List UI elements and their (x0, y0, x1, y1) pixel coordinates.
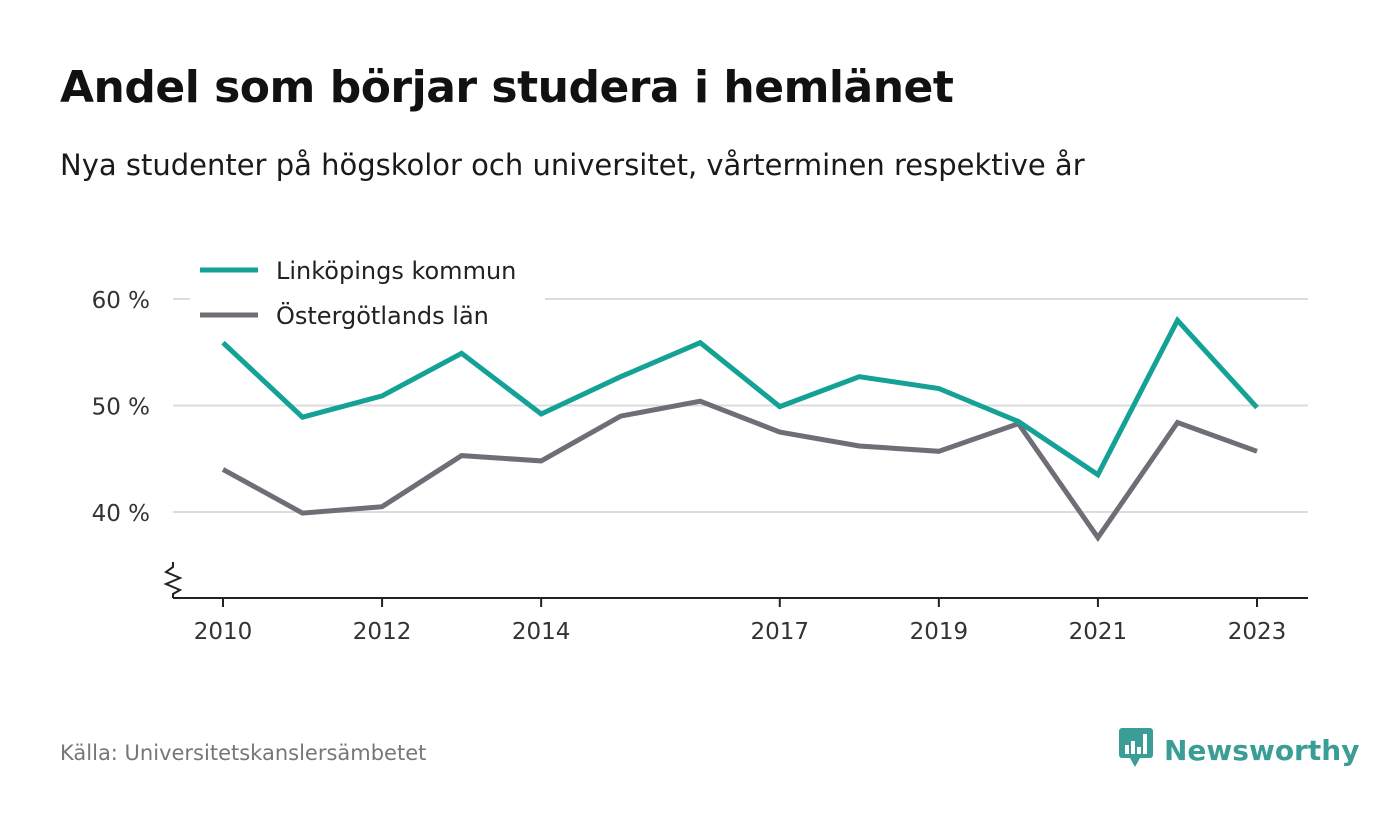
brand-name: Newsworthy (1164, 733, 1360, 767)
x-tick-label: 2010 (194, 619, 253, 645)
y-tick-label: 60 % (92, 288, 150, 314)
y-tick-label: 40 % (92, 501, 150, 527)
x-tick-label: 2014 (512, 619, 571, 645)
legend-label: Östergötlands län (276, 301, 489, 330)
brand[interactable]: Newsworthy (1118, 727, 1359, 773)
legend-background (190, 248, 545, 336)
legend: Linköpings kommun Östergötlands län (190, 248, 545, 336)
chart-subtitle: Nya studenter på högskolor och universit… (60, 148, 1085, 182)
x-tick-label: 2019 (910, 619, 969, 645)
axis-break-icon (163, 562, 183, 598)
y-tick-label: 50 % (92, 395, 150, 421)
x-tick-label: 2021 (1069, 619, 1128, 645)
axes: 40 % 50 % 60 % 2010 2012 2014 2017 2019 2021 2023 (92, 288, 1308, 645)
series-line-1 (221, 398, 1258, 542)
series-line-0 (221, 315, 1259, 479)
line-chart: 40 % 50 % 60 % 2010 2012 2014 2017 2019 2021 2023… (91, 248, 1308, 645)
source-note: Källa: Universitetskanslersämbetet (60, 741, 427, 765)
chart-title: Andel som börjar studera i hemlänet (60, 62, 954, 113)
series-lines (221, 315, 1259, 542)
newsworthy-logo-icon (1118, 727, 1154, 773)
legend-label: Linköpings kommun (276, 257, 516, 285)
x-tick-label: 2012 (353, 619, 412, 645)
x-tick-label: 2017 (750, 619, 809, 645)
x-tick-label: 2023 (1228, 619, 1287, 645)
